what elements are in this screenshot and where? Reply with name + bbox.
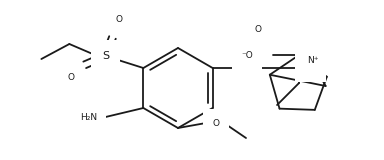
Text: O: O [116, 16, 123, 24]
Text: O: O [68, 73, 75, 83]
Text: S: S [102, 51, 109, 61]
Text: O: O [254, 25, 261, 35]
Text: NH: NH [304, 64, 317, 72]
Text: ⁻O: ⁻O [241, 51, 253, 60]
Text: O: O [212, 119, 220, 128]
Text: H₂N: H₂N [80, 113, 98, 123]
Text: N⁺: N⁺ [307, 56, 319, 64]
